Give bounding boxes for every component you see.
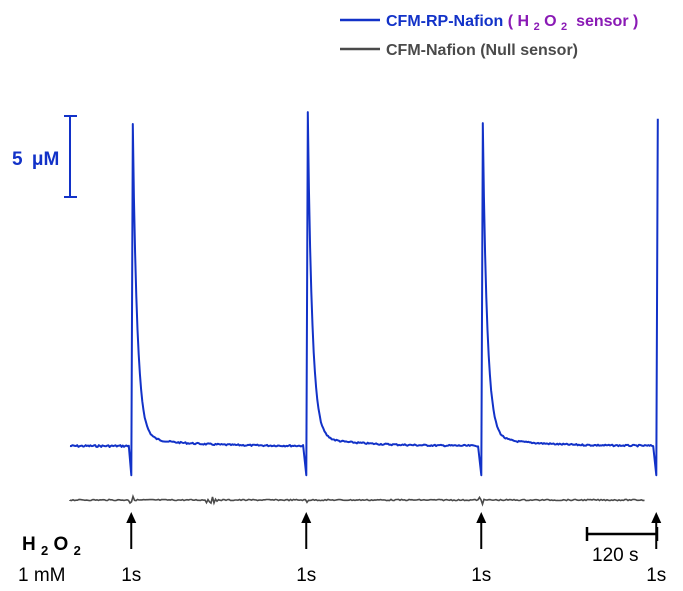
injection-marker: 1s	[646, 512, 666, 586]
injection-duration-label: 1s	[471, 565, 491, 586]
injection-species-label: H 2 O 2	[22, 534, 81, 560]
time-scale-bar-label: 120 s	[592, 545, 638, 566]
legend-h2o2-label: CFM-RP-Nafion ( H 2 O 2 sensor )	[386, 13, 638, 34]
legend-null-label: CFM-Nafion (Null sensor)	[386, 42, 578, 59]
injection-duration-label: 1s	[121, 565, 141, 586]
injection-arrow-icon	[301, 512, 312, 523]
injection-marker: 1s	[296, 512, 316, 586]
current-scale-bar: 5 μM	[12, 115, 77, 198]
series-line-h2o2-sensor	[69, 111, 659, 477]
injection-concentration-label: 1 mM	[18, 565, 66, 586]
injection-duration-label: 1s	[296, 565, 316, 586]
time-scale-bar: 120 s	[585, 527, 659, 566]
injection-marker: 1s	[471, 512, 491, 586]
injection-markers: 1s 1s 1s 1s	[121, 512, 666, 586]
injection-arrow-icon	[651, 512, 662, 523]
injection-arrow-icon	[476, 512, 487, 523]
injection-duration-label: 1s	[646, 565, 666, 586]
series-line-null-sensor	[69, 494, 645, 507]
injection-label: H 2 O 2 1 mM	[18, 534, 81, 586]
injection-marker: 1s	[121, 512, 141, 586]
current-scale-bar-label: 5 μM	[12, 149, 59, 170]
injection-arrow-icon	[126, 512, 137, 523]
traces	[69, 111, 659, 507]
legend: CFM-RP-Nafion ( H 2 O 2 sensor ) CFM-Naf…	[340, 13, 638, 59]
